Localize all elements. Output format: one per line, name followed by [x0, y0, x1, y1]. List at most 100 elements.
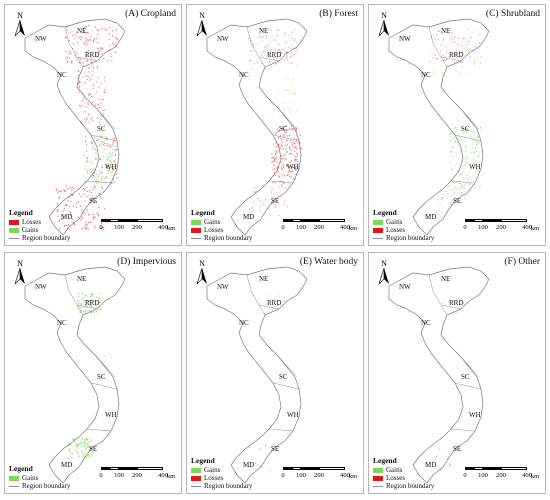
north-arrow-icon: [14, 267, 25, 285]
boundary-swatch: [373, 237, 383, 239]
boundary-label: Region boundary: [204, 234, 253, 242]
region-label-md: MD: [425, 461, 436, 469]
scale-tick: 400: [158, 472, 168, 479]
region-label-wh: WH: [105, 411, 117, 419]
scale-unit: km: [348, 225, 358, 232]
legend-swatch: [9, 219, 19, 225]
scale-tick: 400: [340, 224, 350, 231]
north-arrow: N: [195, 11, 209, 41]
region-label-sc: SC: [97, 373, 106, 381]
legend-label: Gains: [204, 218, 221, 226]
panel-title: (E) Water body: [299, 257, 358, 267]
region-label-se: SE: [453, 445, 461, 453]
scale-tick: 400: [340, 472, 350, 479]
region-label-md: MD: [243, 461, 254, 469]
scale-tick: 0: [463, 472, 467, 479]
legend-swatch: [373, 227, 383, 233]
country-map: NW NE RRD NC SC WH SE MD: [388, 18, 490, 236]
region-label-nw: NW: [399, 283, 411, 291]
north-arrow-icon: [378, 267, 389, 285]
region-label-wh: WH: [469, 163, 481, 171]
country-outline: [206, 266, 308, 484]
region-label-se: SE: [271, 197, 279, 205]
legend-boundary: Region boundary: [373, 234, 434, 242]
region-boundaries: [64, 26, 118, 184]
region-label-se: SE: [271, 445, 279, 453]
region-labels: NW NE RRD NC SC WH SE MD: [399, 275, 481, 469]
region-label-nw: NW: [399, 35, 411, 43]
region-label-nw: NW: [217, 283, 229, 291]
legend-title: Legend: [191, 208, 215, 217]
country-map: NW NE RRD NC SC WH SE MD: [206, 266, 308, 484]
legend-label: Losses: [386, 226, 406, 234]
scale-tick: 100: [478, 472, 488, 479]
panel-title: (C) Shrubland: [485, 9, 540, 19]
legend-label: Gains: [386, 218, 403, 226]
north-arrow-icon: [196, 19, 207, 37]
scale-tick: 100: [114, 224, 124, 231]
panel-title: (B) Forest: [319, 9, 358, 19]
boundary-label: Region boundary: [204, 482, 253, 490]
region-label-sc: SC: [279, 125, 288, 133]
change-pixels: [247, 29, 302, 217]
legend-label: Losses: [204, 474, 224, 482]
region-label-nw: NW: [217, 35, 229, 43]
scale-unit: km: [530, 225, 540, 232]
scale-tick: 100: [296, 472, 306, 479]
country-outline: [24, 18, 126, 236]
boundary-label: Region boundary: [22, 482, 71, 490]
legend-title: Legend: [9, 464, 33, 473]
boundary-label: Region boundary: [386, 234, 435, 242]
region-label-nw: NW: [35, 283, 47, 291]
scale-tick: 200: [496, 224, 506, 231]
country-outline: [388, 266, 490, 484]
legend-swatch: [191, 219, 201, 225]
legend-title: Legend: [191, 456, 215, 465]
region-label-ne: NE: [77, 275, 86, 283]
scale-tick: 200: [496, 472, 506, 479]
region-label-se: SE: [453, 197, 461, 205]
scale-unit: km: [530, 473, 540, 480]
north-label: N: [381, 259, 387, 268]
region-labels: NW NE RRD NC SC WH SE MD: [217, 27, 299, 221]
panel-title: (A) Cropland: [125, 9, 176, 19]
scale-tick: 400: [522, 224, 532, 231]
boundary-swatch: [373, 485, 383, 487]
legend-swatch: [373, 467, 383, 473]
legend-item-gains: Gains: [373, 218, 434, 226]
country-map: NW NE RRD NC SC WH SE MD: [206, 18, 308, 236]
scale-tick: 200: [314, 224, 324, 231]
north-label: N: [17, 259, 23, 268]
change-pixels: [55, 25, 119, 230]
legend-item-gains: Gains: [191, 218, 252, 226]
region-labels: NW NE RRD NC SC WH SE MD: [217, 275, 299, 469]
region-label-rrd: RRD: [267, 299, 281, 307]
scale-bar: 0 100 200 400 km: [281, 219, 358, 239]
region-label-sc: SC: [461, 125, 470, 133]
region-label-md: MD: [61, 213, 72, 221]
scale-bar: 0 100 200 400 km: [99, 467, 175, 487]
scale-bar: 0 100 200 400 km: [281, 467, 357, 487]
legend-item-gains: Gains: [9, 226, 70, 234]
legend-item-gains: Gains: [191, 466, 252, 474]
scale-tick: 400: [522, 472, 532, 479]
region-label-nc: NC: [239, 319, 249, 327]
legend: Legend Losses Gains Region boundary: [9, 208, 70, 242]
region-label-md: MD: [61, 461, 72, 469]
region-label-rrd: RRD: [85, 51, 99, 59]
legend-label: Gains: [22, 226, 39, 234]
north-arrow: N: [195, 259, 209, 289]
boundary-swatch: [9, 485, 19, 487]
north-arrow: N: [13, 11, 27, 41]
map-panel-5: NW NE RRD NC SC WH SE MD (E) Water body N Legen…: [186, 252, 364, 494]
region-label-nc: NC: [57, 71, 67, 79]
country-map: NW NE RRD NC SC WH SE MD: [24, 18, 126, 236]
map-panel-4: NW NE RRD NC SC WH SE MD (D) Impervious N Legen…: [4, 252, 182, 494]
region-label-ne: NE: [259, 27, 268, 35]
legend-title: Legend: [9, 208, 33, 217]
region-labels: NW NE RRD NC SC WH SE MD: [399, 27, 481, 221]
region-label-sc: SC: [97, 125, 106, 133]
country-map: NW NE RRD NC SC WH SE MD: [24, 266, 126, 484]
region-label-ne: NE: [77, 27, 86, 35]
